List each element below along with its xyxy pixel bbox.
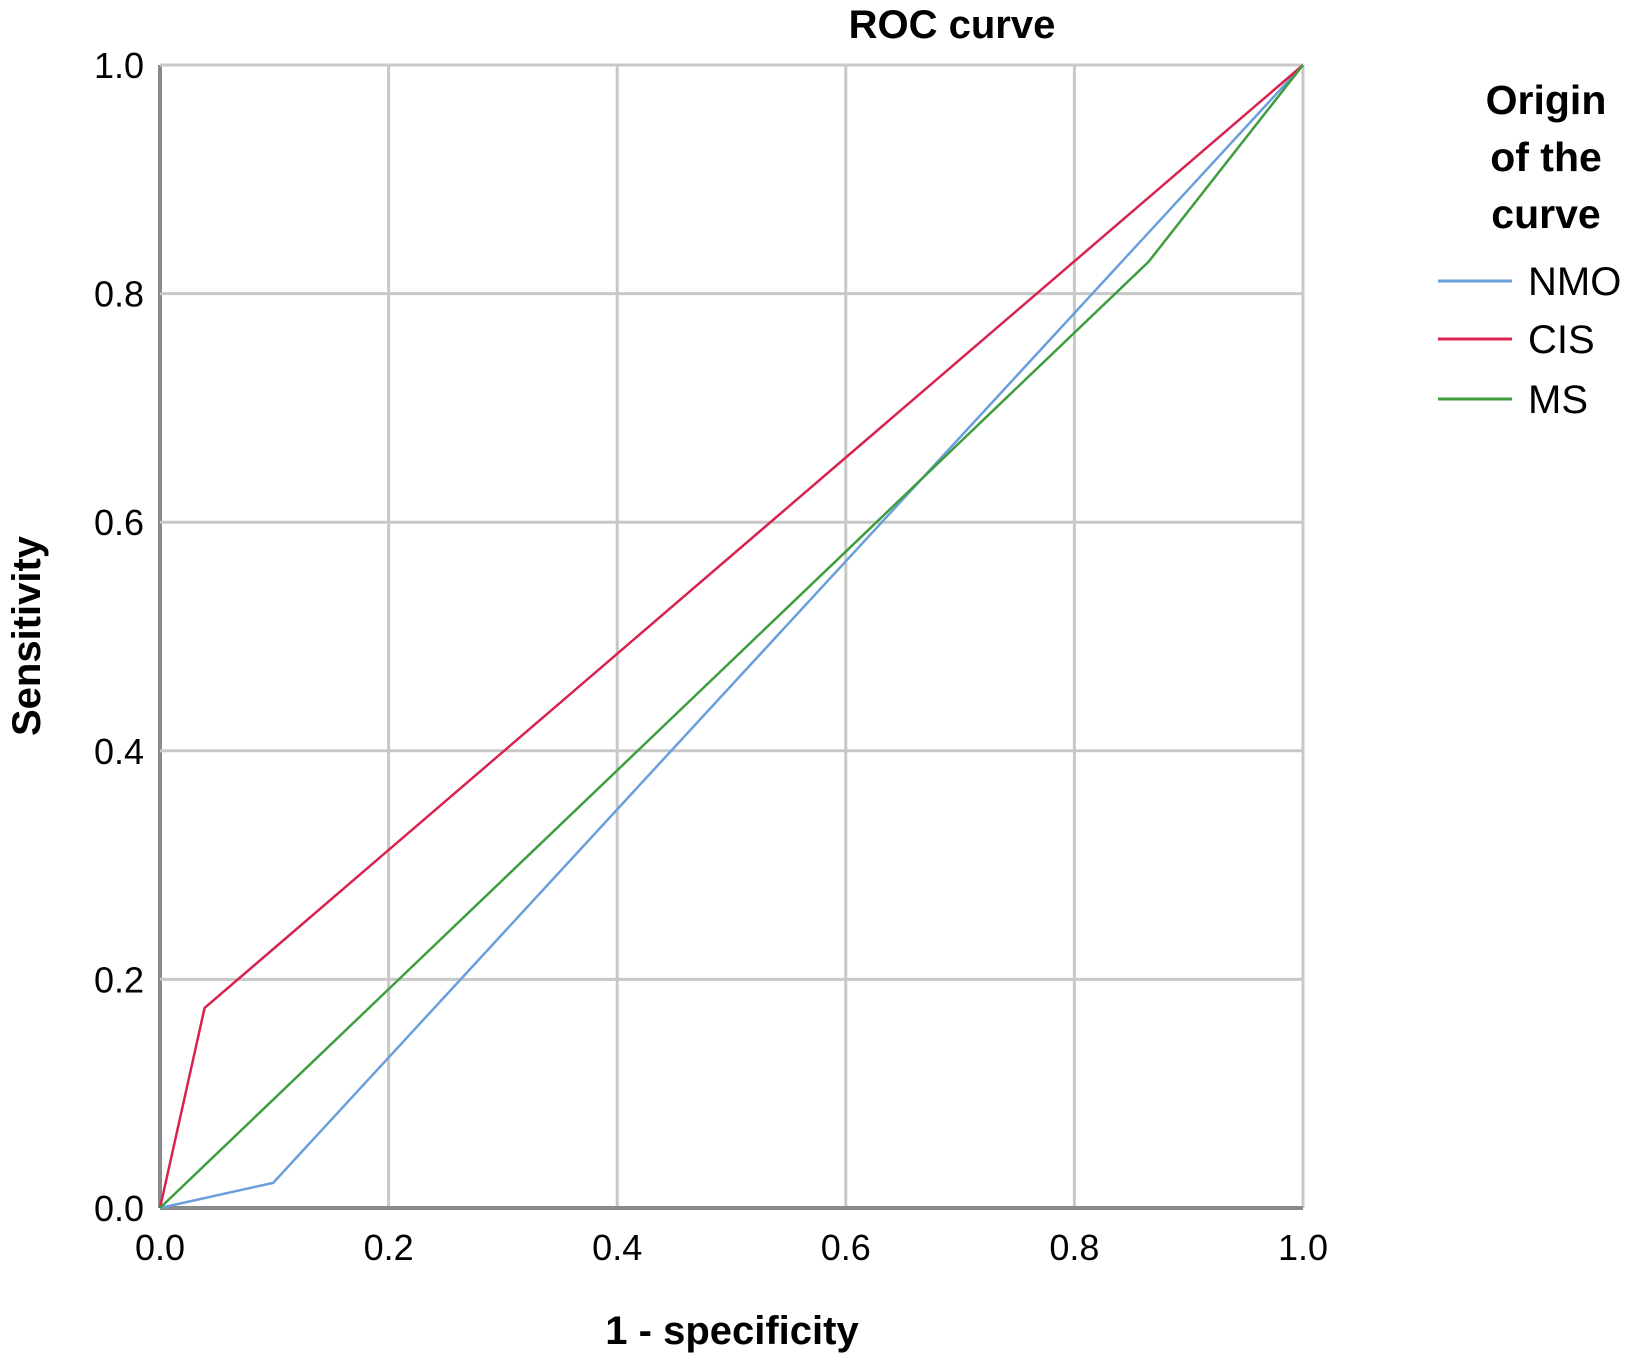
- legend-label-ms: MS: [1528, 378, 1588, 422]
- x-tick-label: 0.4: [592, 1227, 642, 1268]
- x-tick-label: 0.0: [135, 1227, 185, 1268]
- y-tick-label: 0.6: [94, 502, 144, 543]
- series-lines: [158, 64, 1304, 1210]
- series-line-cis: [158, 64, 1304, 1209]
- x-axis-title: 1 - specificity: [605, 1309, 859, 1353]
- legend: Origin of the curve NMO CIS MS: [1438, 77, 1621, 422]
- y-tick-label: 0.4: [94, 731, 144, 772]
- legend-label-cis: CIS: [1528, 318, 1595, 362]
- legend-label-nmo: NMO: [1528, 260, 1621, 304]
- legend-title-line: curve: [1491, 191, 1600, 237]
- tick-labels: 0.0 0.2 0.4 0.6 0.8 1.0 0.0 0.2 0.4 0.6 0.8 1.0: [94, 45, 1328, 1268]
- x-tick-label: 0.2: [364, 1227, 414, 1268]
- y-tick-label: 1.0: [94, 45, 144, 86]
- y-axis-title: Sensitivity: [5, 535, 49, 736]
- y-tick-label: 0.0: [94, 1188, 144, 1229]
- legend-title-line: Origin: [1486, 77, 1607, 123]
- legend-title-line: of the: [1490, 134, 1602, 180]
- x-tick-label: 1.0: [1278, 1227, 1328, 1268]
- series-line-ms: [159, 64, 1304, 1209]
- series-line-nmo: [159, 64, 1304, 1210]
- chart-title: ROC curve: [849, 3, 1056, 47]
- y-tick-label: 0.8: [94, 274, 144, 315]
- grid: [158, 63, 1305, 1210]
- x-tick-label: 0.8: [1049, 1227, 1099, 1268]
- y-tick-label: 0.2: [94, 959, 144, 1000]
- x-tick-label: 0.6: [821, 1227, 871, 1268]
